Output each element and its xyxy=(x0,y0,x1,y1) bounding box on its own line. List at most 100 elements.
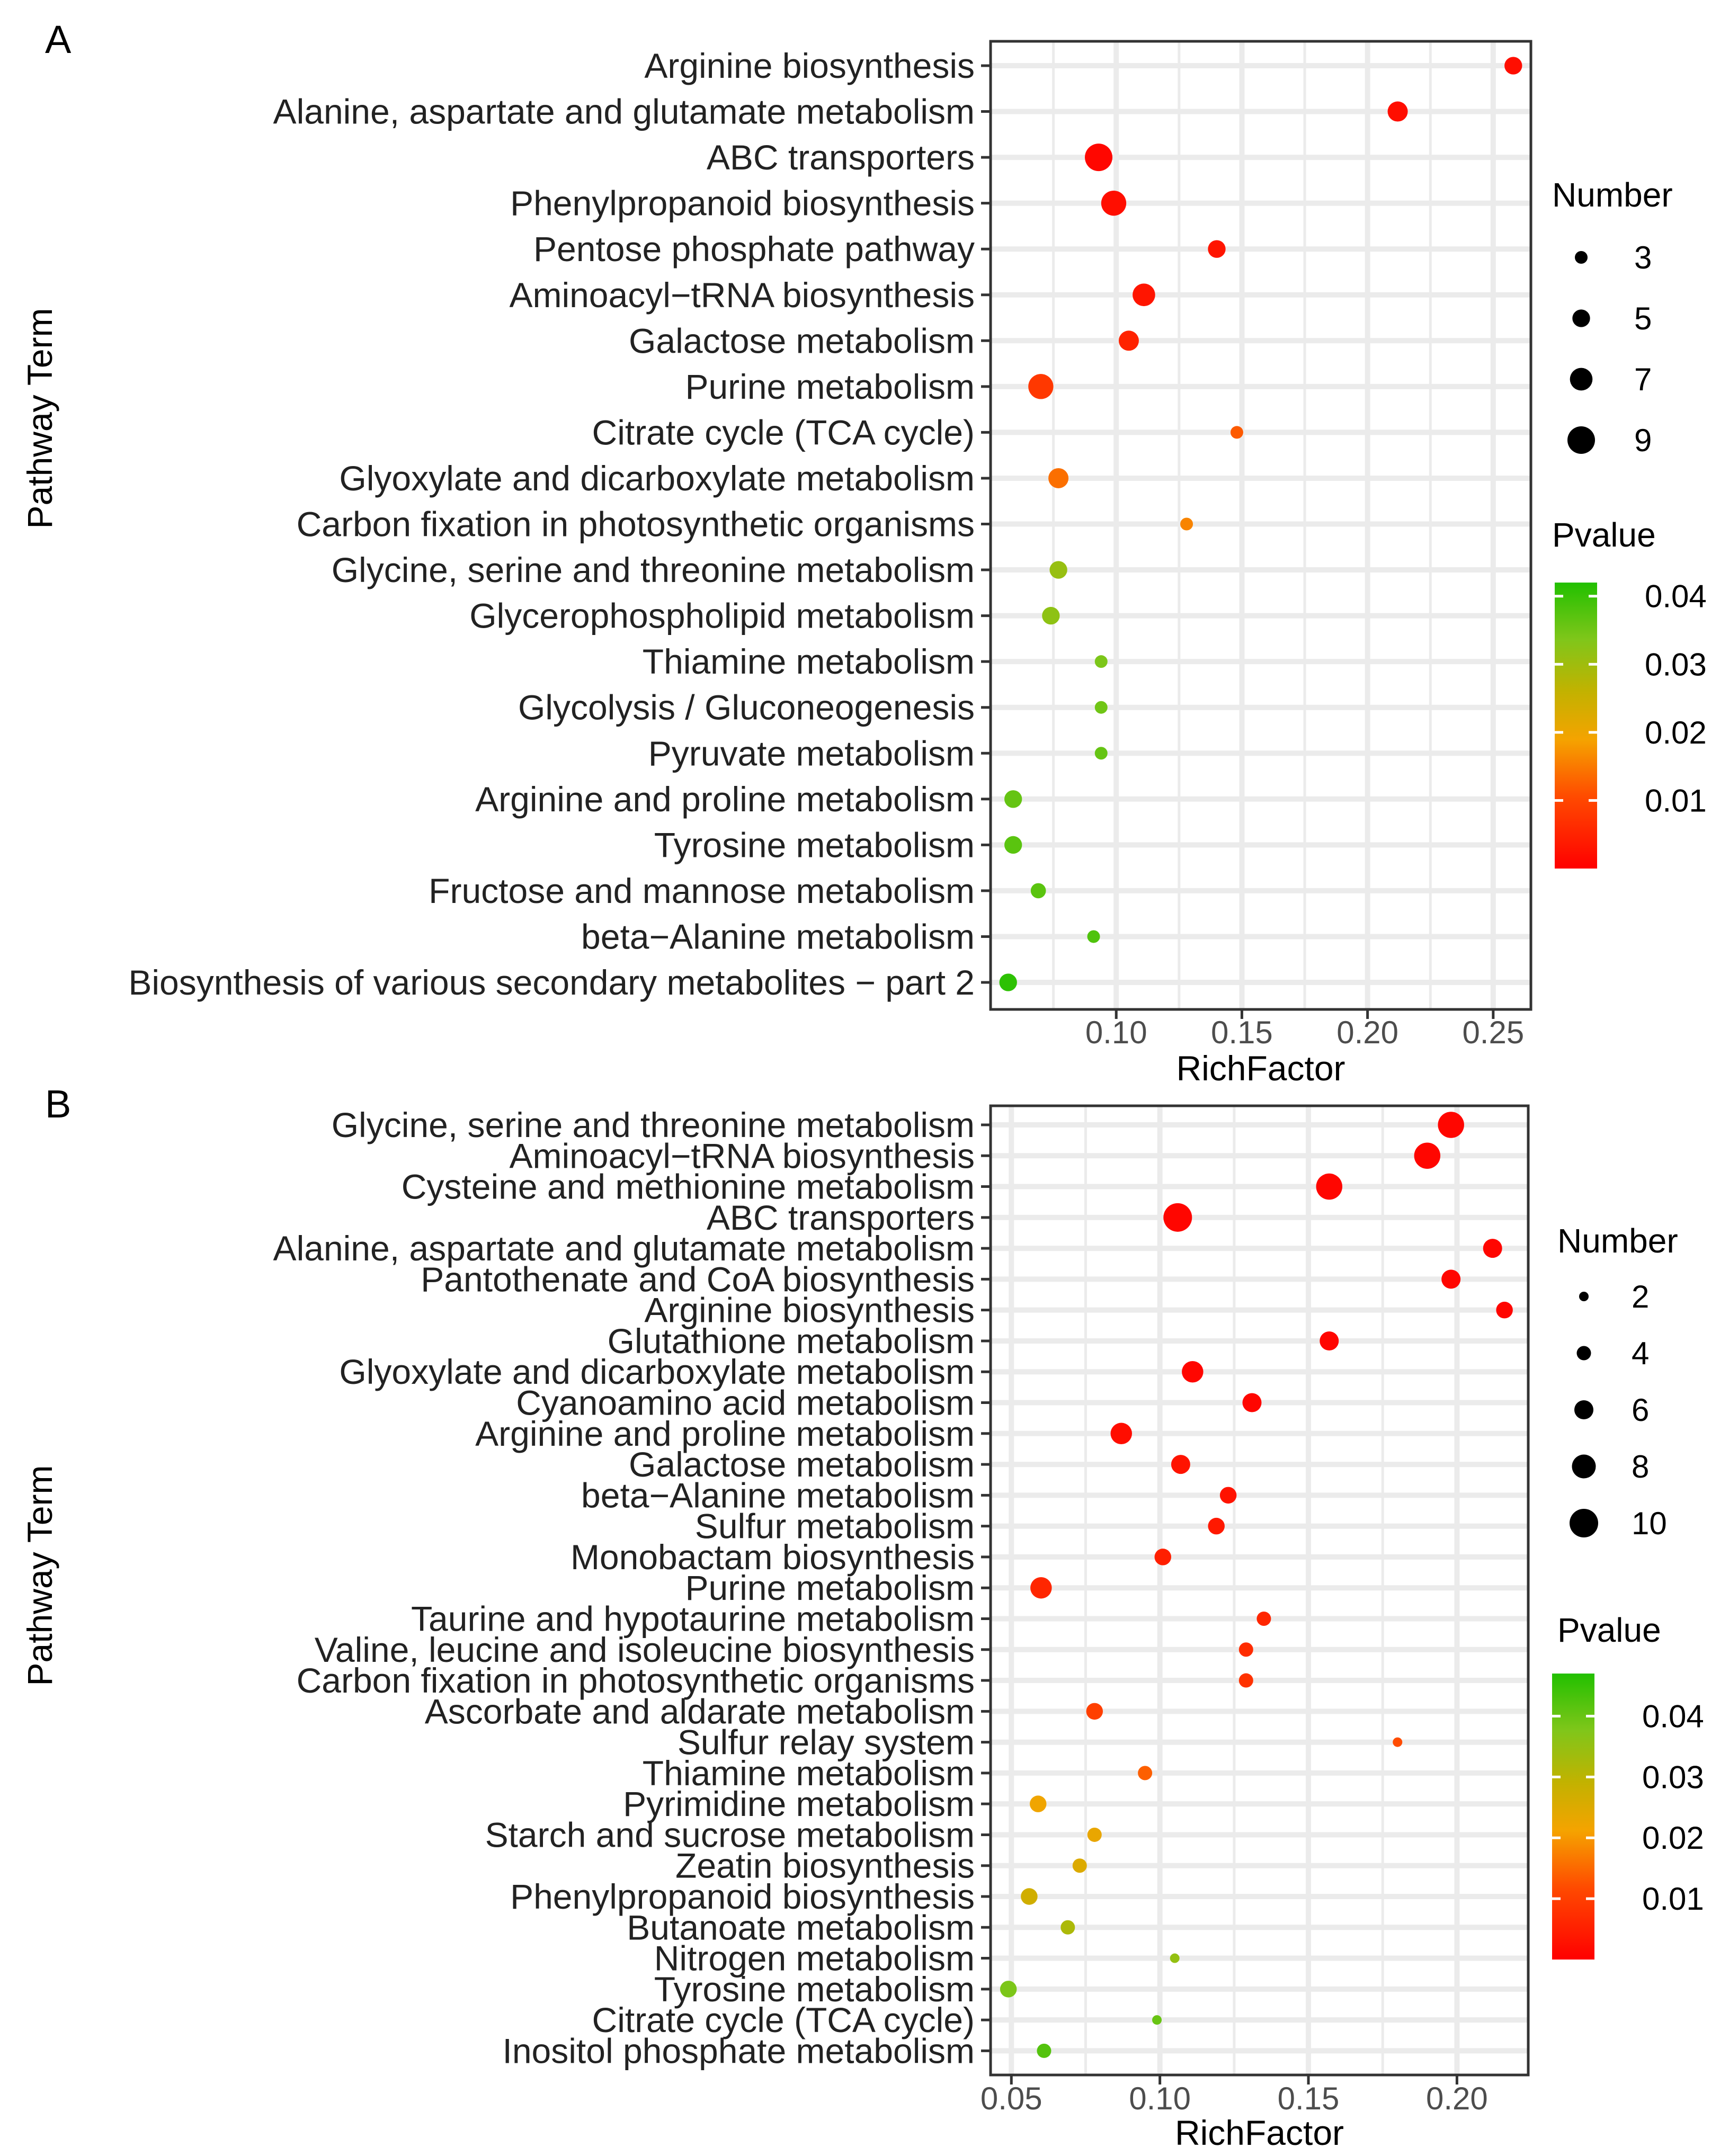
panel-b-pvalue-legend-label: 0.01 xyxy=(1642,1881,1704,1917)
panel-a-letter: A xyxy=(45,17,72,61)
panel-b-number-legend-title: Number xyxy=(1557,1222,1678,1260)
panel-b-data-point xyxy=(1238,1673,1253,1688)
panel-b-data-point xyxy=(1072,1858,1087,1873)
panel-a-data-point xyxy=(1133,283,1155,307)
panel-b-pathway-label: Nitrogen metabolism xyxy=(654,1939,975,1978)
panel-b-data-point xyxy=(1219,1487,1237,1504)
panel-a-data-point xyxy=(1094,701,1108,714)
panel-b-data-point xyxy=(1238,1642,1253,1657)
panel-b-pathway-label: Ascorbate and aldarate metabolism xyxy=(425,1692,975,1731)
panel-b-pvalue-colorbar xyxy=(1552,1674,1594,1960)
panel-b-pathway-label: Alanine, aspartate and glutamate metabol… xyxy=(273,1229,975,1268)
panel-b-pathway-label: Arginine biosynthesis xyxy=(644,1291,975,1330)
panel-a-data-point xyxy=(1504,57,1522,75)
panel-b-pathway-label: Carbon fixation in photosynthetic organi… xyxy=(297,1661,975,1700)
panel-b-data-point xyxy=(1208,1517,1225,1535)
panel-b-pathway-label: Aminoacyl−tRNA biosynthesis xyxy=(509,1136,975,1175)
panel-b-data-point xyxy=(1029,1795,1047,1812)
panel-b-pathway-label: Phenylpropanoid biosynthesis xyxy=(510,1877,975,1916)
panel-b-data-point xyxy=(1171,1455,1190,1474)
panel-a-data-point xyxy=(1030,883,1046,899)
panel-b-pvalue-legend-label: 0.03 xyxy=(1642,1759,1704,1795)
panel-b-data-point xyxy=(1256,1611,1271,1626)
panel-b-number-legend-dot xyxy=(1579,1292,1589,1301)
panel-a-number-legend-label: 5 xyxy=(1634,301,1652,336)
panel-a-x-tick-label: 0.20 xyxy=(1336,1015,1398,1050)
panel-b-pathway-label: Valine, leucine and isoleucine biosynthe… xyxy=(315,1630,975,1669)
panel-a-pathway-label: Pentose phosphate pathway xyxy=(533,229,975,269)
panel-b-data-point xyxy=(1438,1112,1464,1138)
panel-b-data-point xyxy=(1496,1301,1513,1319)
panel-b-number-legend-dot xyxy=(1574,1400,1593,1419)
panel-b-x-tick-label: 0.20 xyxy=(1426,2081,1488,2116)
panel-a-pathway-label: Glycine, serine and threonine metabolism xyxy=(332,550,975,589)
panel-b-pvalue-legend-title: Pvalue xyxy=(1557,1611,1661,1649)
panel-b-pathway-label: Taurine and hypotaurine metabolism xyxy=(411,1599,975,1638)
panel-b-number-legend-label: 8 xyxy=(1632,1449,1649,1484)
panel-b-data-point xyxy=(1037,2043,1051,2058)
panel-b-data-point xyxy=(1182,1361,1204,1383)
panel-b-data-point xyxy=(1087,1827,1102,1842)
panel-b-pathway-label: Sulfur metabolism xyxy=(695,1507,975,1546)
panel-b-pathway-label: Arginine and proline metabolism xyxy=(475,1414,975,1453)
panel-a-data-point xyxy=(1028,374,1054,399)
panel-b-number-legend-label: 2 xyxy=(1632,1279,1649,1314)
panel-b-x-axis-title: RichFactor xyxy=(1175,2113,1344,2152)
panel-b-data-point xyxy=(1170,1953,1180,1963)
panel-a-pathway-label: Arginine and proline metabolism xyxy=(475,780,975,819)
panel-a-data-point xyxy=(1004,790,1022,808)
panel-a-data-point xyxy=(1049,561,1067,579)
panel-a-pvalue-legend-label: 0.01 xyxy=(1645,783,1707,818)
panel-a-pathway-label: Phenylpropanoid biosynthesis xyxy=(510,184,975,223)
panel-a-pathway-label: Purine metabolism xyxy=(685,367,975,406)
panel-a-number-legend-dot xyxy=(1570,368,1593,391)
panel-b-pathway-label: Glutathione metabolism xyxy=(608,1321,975,1361)
panel-a-pathway-label: ABC transporters xyxy=(707,138,975,177)
panel-b-data-point xyxy=(1441,1269,1461,1289)
panel-b-pathway-label: Galactose metabolism xyxy=(629,1445,975,1484)
panel-a-data-point xyxy=(1118,330,1139,351)
panel-b-data-point xyxy=(1030,1577,1052,1599)
panel-b: B Glycine, serine and threonine metabolis… xyxy=(20,1082,1704,2152)
panel-b-data-point xyxy=(1320,1331,1339,1350)
panel-b-y-axis-title: Pathway Term xyxy=(20,1465,59,1686)
panel-b-pathway-label: Thiamine metabolism xyxy=(643,1754,975,1793)
panel-a-pathway-label: Carbon fixation in photosynthetic organi… xyxy=(297,505,975,544)
panel-b-pathway-label: Tyrosine metabolism xyxy=(654,1970,975,2009)
panel-b-letter: B xyxy=(45,1082,71,1126)
panel-a-pvalue-legend-label: 0.02 xyxy=(1645,715,1707,750)
panel-b-data-point xyxy=(1021,1888,1038,1905)
panel-b-data-point xyxy=(1138,1766,1153,1781)
panel-b-pvalue-legend-label: 0.02 xyxy=(1642,1820,1704,1856)
panel-b-pathway-label: ABC transporters xyxy=(707,1198,975,1237)
panel-b-data-point xyxy=(1000,1981,1017,1998)
panel-a-pathway-label: Biosynthesis of various secondary metabo… xyxy=(128,963,975,1002)
panel-b-pathway-label: Citrate cycle (TCA cycle) xyxy=(592,2000,975,2039)
panel-b-plot-border xyxy=(989,1104,1530,2077)
panel-b-pvalue-legend-label: 0.04 xyxy=(1642,1698,1704,1734)
panel-b-data-point xyxy=(1393,1737,1403,1747)
panel-a-pvalue-colorbar xyxy=(1555,583,1597,869)
panel-a-number-legend-label: 9 xyxy=(1634,423,1652,458)
panel-b-pathway-label: Sulfur relay system xyxy=(678,1723,975,1762)
panel-b-pathway-label: beta−Alanine metabolism xyxy=(581,1475,975,1515)
panel-a-number-legend-dot xyxy=(1572,309,1590,327)
panel-a-pvalue-legend-label: 0.04 xyxy=(1645,579,1707,614)
panel-a-x-tick-label: 0.10 xyxy=(1085,1015,1147,1050)
panel-a-number-legend-dot xyxy=(1575,251,1588,264)
panel-b-pathway-label: Zeatin biosynthesis xyxy=(675,1846,975,1885)
panel-a-pathway-label: Thiamine metabolism xyxy=(643,642,975,681)
panel-a-number-legend-title: Number xyxy=(1552,176,1673,214)
panel-a-data-point xyxy=(1180,517,1193,531)
panel-b-x-tick-label: 0.05 xyxy=(981,2081,1042,2116)
panel-b-pathway-label: Purine metabolism xyxy=(685,1568,975,1607)
panel-a-data-point xyxy=(1004,836,1022,854)
panel-a-data-point xyxy=(1094,747,1108,760)
panel-a-y-axis-title: Pathway Term xyxy=(20,308,59,529)
panel-b-pathway-label: Cysteine and methionine metabolism xyxy=(402,1167,975,1206)
panel-a-x-tick-label: 0.25 xyxy=(1462,1015,1524,1050)
panel-a-pathway-label: Alanine, aspartate and glutamate metabol… xyxy=(273,92,975,131)
panel-a-data-point xyxy=(1387,101,1408,122)
panel-b-pathway-label: Pantothenate and CoA biosynthesis xyxy=(421,1259,975,1299)
panel-a-data-point xyxy=(1087,930,1100,943)
